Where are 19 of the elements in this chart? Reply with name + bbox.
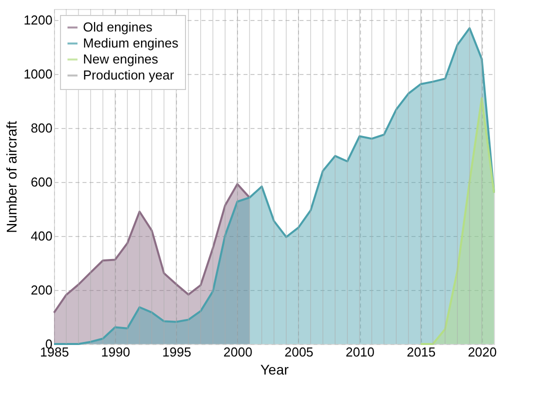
legend-label: Medium engines [83,36,179,50]
y-tick-label: 1200 [24,12,52,28]
x-tick-label: 1995 [162,344,192,360]
x-tick-label: 2010 [346,344,375,360]
x-axis-title: Year [260,362,289,378]
y-tick-label: 1000 [24,66,52,82]
y-tick-label: 800 [30,120,52,136]
ref-line-label: Production year [83,68,175,82]
x-tick-label: 2000 [223,344,252,360]
y-tick-label: 600 [30,174,52,190]
legend-label: New engines [83,52,159,66]
y-tick-label: 400 [30,228,52,244]
x-tick-label: 2005 [284,344,314,360]
y-axis-title: Number of aircraft [4,120,20,234]
x-tick-label: 2020 [468,344,497,360]
x-tick-label: 1990 [101,344,130,360]
y-tick-label: 200 [30,282,52,298]
legend-label: Old engines [83,20,153,34]
x-tick-label: 2015 [406,344,436,360]
